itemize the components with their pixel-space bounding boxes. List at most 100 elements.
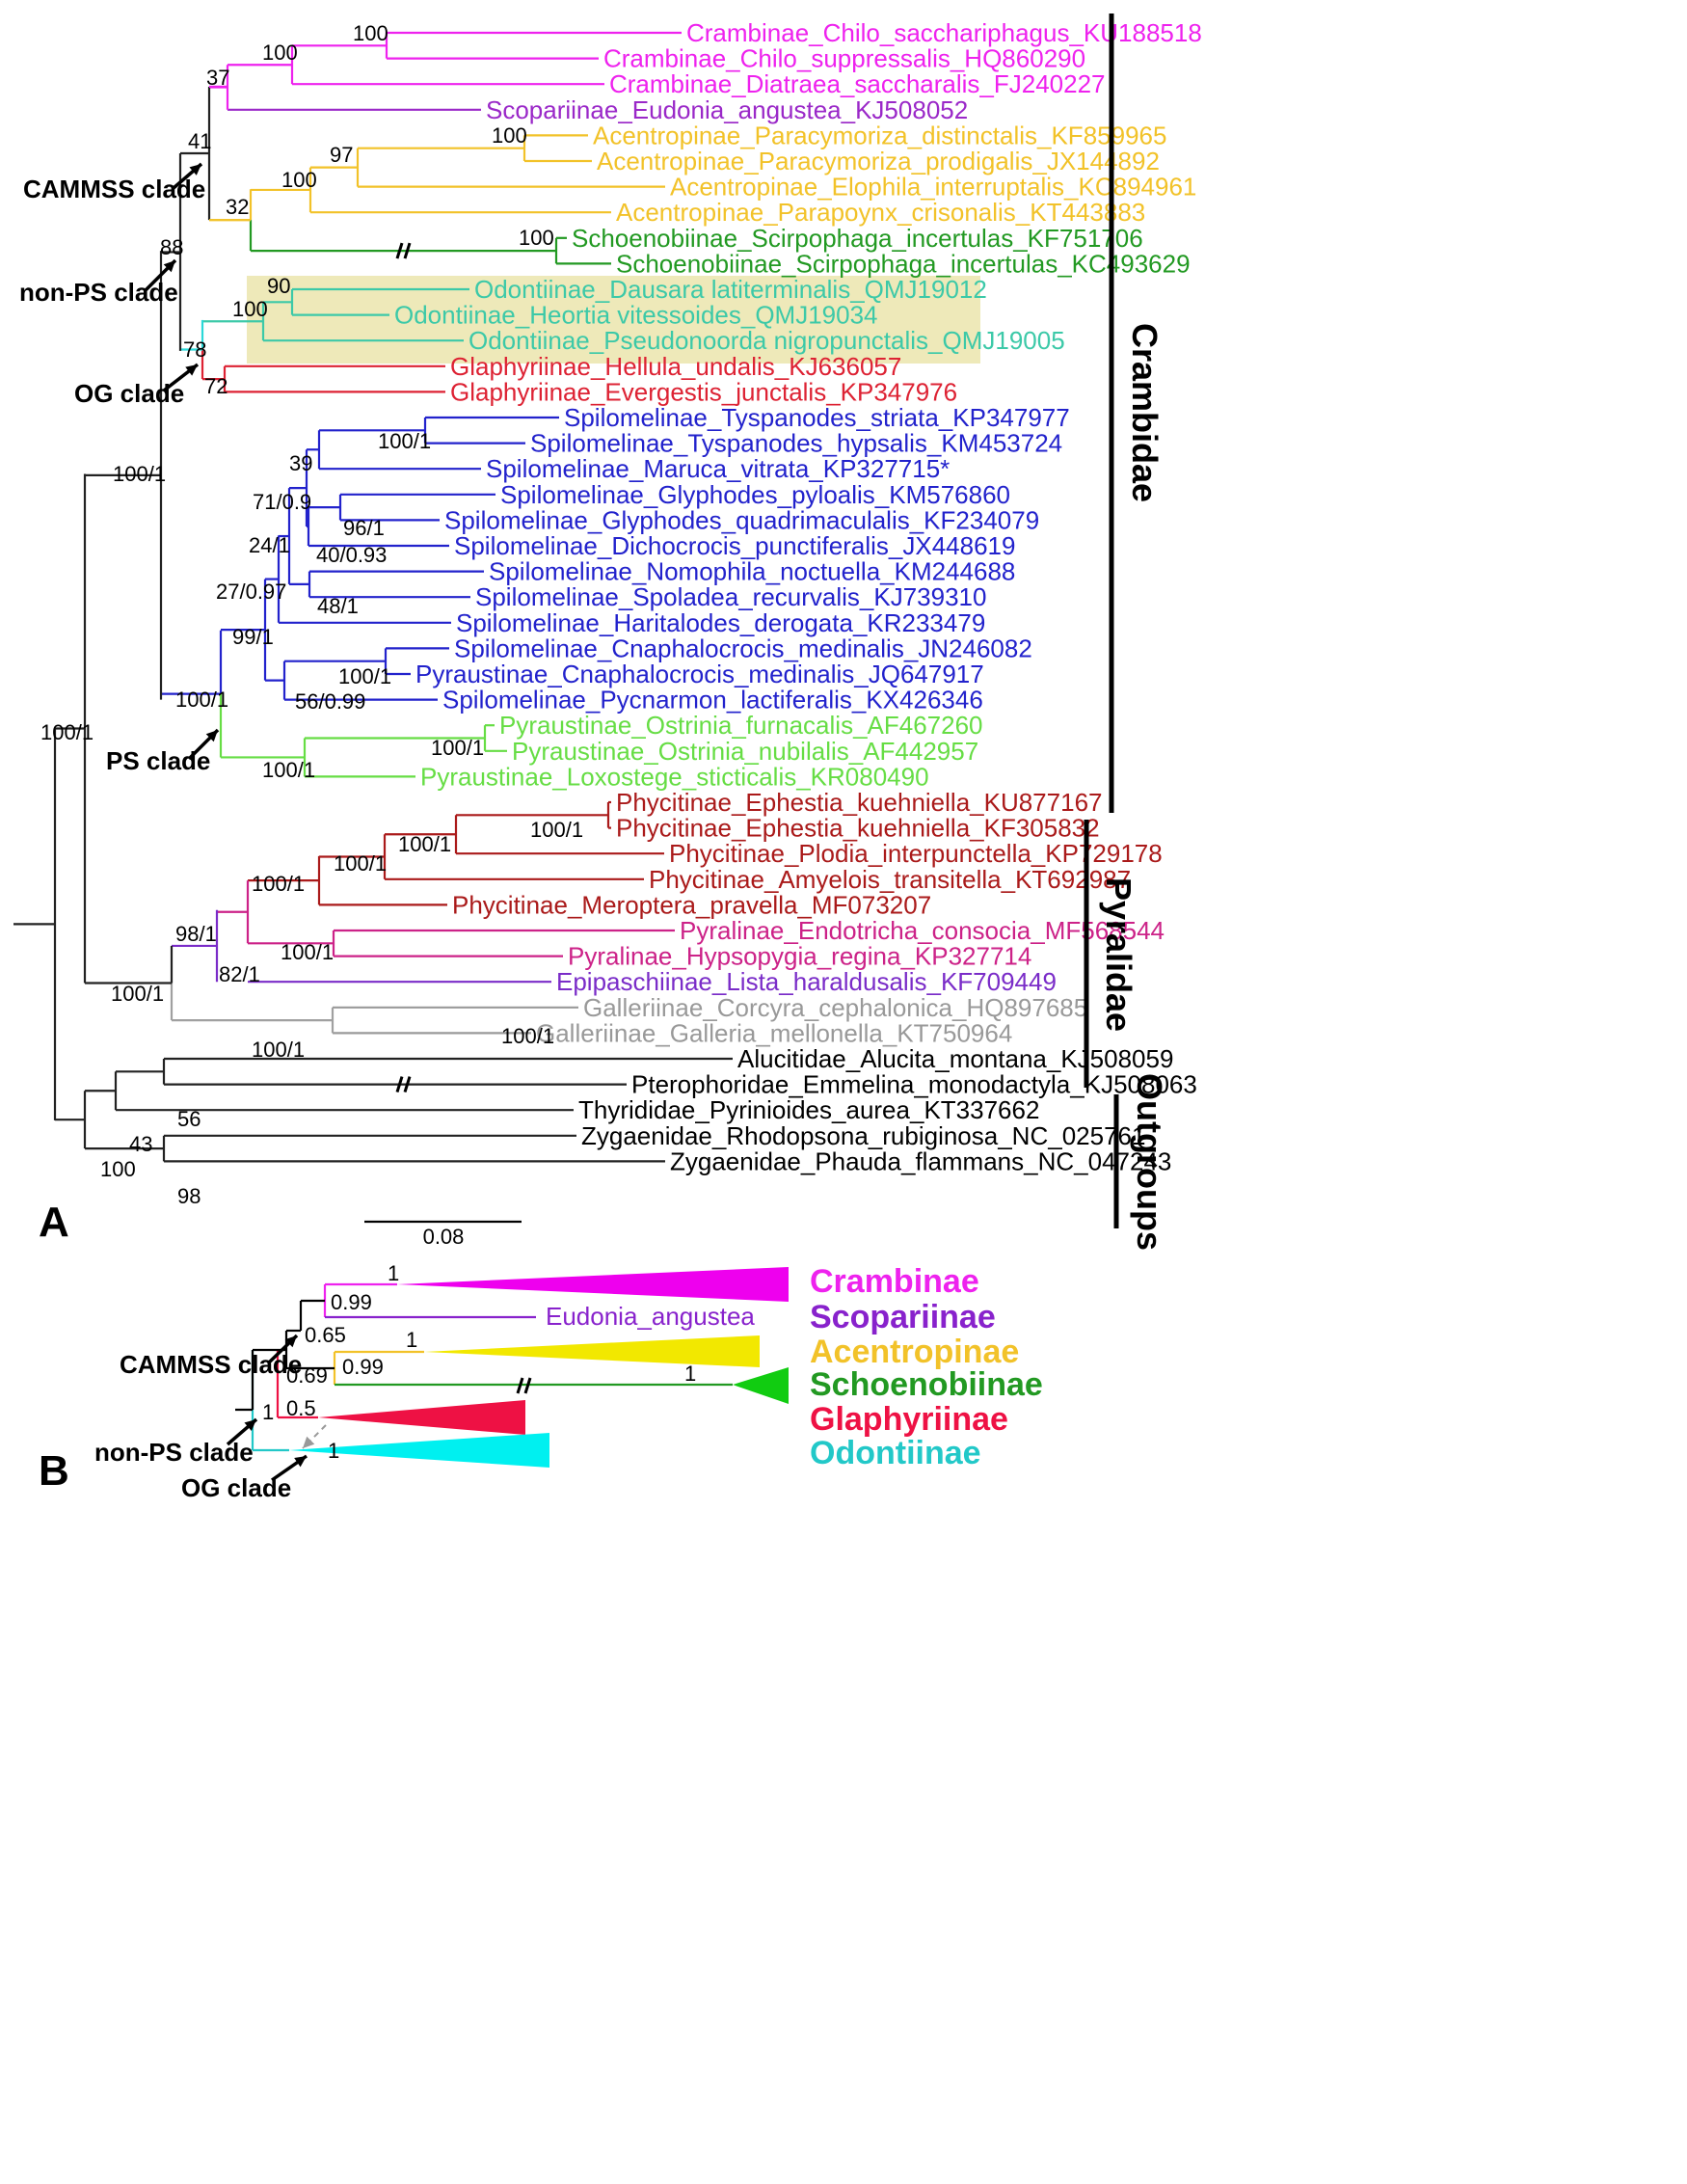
support-value: 97 [330,143,353,167]
taxon-label: Epipaschiinae_Lista_haraldusalis_KF70944… [556,967,1057,996]
taxon-label: Crambinae_Diatraea_saccharalis_FJ240227 [609,69,1106,98]
support-value: 72 [204,374,228,398]
panel-label: B [39,1447,69,1495]
taxon-label: Crambinae_Chilo_sacchariphagus_KU188518 [686,18,1202,47]
scale-bar-label: 0.08 [423,1225,465,1249]
taxon-label: Schoenobiinae_Scirpophaga_incertulas_KC4… [616,249,1191,278]
support-value: 100/1 [398,832,451,856]
taxon-label: Glaphyriinae_Evergestis_junctalis_KP3479… [450,377,957,406]
taxon-label: Pyraustinae_Cnaphalocrocis_medinalis_JQ6… [415,660,984,688]
taxon-label: Spilomelinae_Dichocrocis_punctiferalis_J… [454,531,1015,560]
taxon-label: Eudonia_angustea [546,1302,755,1331]
taxon-label: Spilomelinae_Maruca_vitrata_KP327715* [486,454,950,483]
support-value: 90 [267,274,290,298]
support-value: 100/1 [530,818,583,842]
legend-entry: Glaphyriinae [810,1401,1008,1438]
clade-arrow-head [205,730,218,742]
panel-b-tree: 1 0.99 0.65 1 0.69 0.99 1 0.5 1 1 Eudonia_angustea… [39,1261,1043,1502]
support-value: 100 [519,226,554,250]
collapsed-clade-triangle [289,1433,549,1468]
taxon-label: Phycitinae_Ephestia_kuehniella_KU877167 [616,788,1103,817]
support-value: 0.99 [331,1290,372,1314]
taxon-label: Spilomelinae_Glyphodes_pyloalis_KM576860 [500,480,1010,509]
family-label: Pyralidae [1099,877,1138,1032]
taxon-label: Pyralinae_Endotricha_consocia_MF568544 [680,916,1165,945]
taxon-label: Phycitinae_Meroptera_pravella_MF073207 [452,890,931,919]
support-value: 100/1 [113,462,166,486]
support-value: 98 [177,1184,201,1208]
support-value: 24/1 [249,533,290,557]
taxon-label: Spilomelinae_Haritalodes_derogata_KR2334… [456,608,985,637]
legend-entry: Schoenobiinae [810,1366,1043,1403]
clade-arrow-head [185,364,198,376]
clade-arrow-head [294,1456,307,1468]
legend-entry: Crambinae [810,1263,979,1300]
support-value: 39 [289,451,312,475]
support-value: 0.99 [342,1355,384,1379]
taxon-label: Spilomelinae_Nomophila_noctuella_KM24468… [489,557,1015,586]
taxon-label: Spilomelinae_Pycnarmon_lactiferalis_KX42… [442,686,983,715]
clade-arrow-head [163,260,175,273]
clade-label: CAMMSS clade [23,175,205,203]
taxon-label: Alucitidae_Alucita_montana_KJ508059 [737,1044,1173,1073]
support-value: 37 [206,66,229,90]
support-value: 78 [183,337,206,362]
support-value: 100/1 [281,940,334,964]
clade-label: CAMMSS clade [120,1350,302,1379]
taxon-label: Thyrididae_Pyrinioides_aurea_KT337662 [578,1095,1039,1124]
taxon-label: Scopariinae_Eudonia_angustea_KJ508052 [486,95,968,124]
clade-label: PS clade [106,746,210,775]
support-value: 100/1 [262,758,315,782]
taxon-label: Phycitinae_Ephestia_kuehniella_KF305832 [616,814,1100,843]
support-value: 0.65 [305,1323,346,1347]
support-value: 100/1 [501,1024,554,1048]
taxon-label: Acentropinae_Paracymoriza_distinctalis_K… [593,121,1166,149]
support-value: 100/1 [431,736,484,760]
support-value: 100 [262,40,298,65]
support-value: 1 [406,1328,417,1352]
support-value: 100 [492,123,527,148]
support-value: 88 [160,235,183,259]
support-value: 100 [100,1157,136,1181]
support-value: 43 [129,1132,152,1156]
support-value: 71/0.9 [253,490,311,514]
taxon-label: Pyraustinae_Ostrinia_nubilalis_AF442957 [512,737,978,766]
taxon-label: Spilomelinae_Cnaphalocrocis_medinalis_JN… [454,634,1032,662]
support-value: 100 [353,21,388,45]
branch-break-mark [395,1076,404,1093]
taxon-label: Odontiinae_Heortia vitessoides_QMJ19034 [394,301,878,330]
family-label: Crambidae [1125,323,1165,502]
support-value: 100 [232,297,268,321]
clade-label: OG clade [74,379,184,408]
support-value: 0.5 [286,1396,316,1420]
clade-label: non-PS clade [94,1438,254,1467]
support-value: 96/1 [343,516,385,540]
collapsed-clade-triangle [397,1267,789,1302]
branch-break-mark [395,242,404,259]
clade-arrow-head [189,164,201,175]
taxon-label: Zygaenidae_Phauda_flammans_NC_047243 [670,1146,1171,1175]
taxon-label: Pyraustinae_Loxostege_sticticalis_KR0804… [420,762,929,791]
support-value: 1 [262,1400,274,1424]
collapsed-clade-triangle [318,1400,525,1435]
panel-a-tree: Crambinae_Chilo_sacchariphagus_KU188518 C… [13,13,1202,1251]
support-value: 100/1 [175,688,228,712]
support-value: 82/1 [219,962,260,986]
taxon-label: Phycitinae_Plodia_interpunctella_KP72917… [669,839,1163,868]
support-value: 40/0.93 [316,543,387,567]
branch-break-mark [523,1377,532,1394]
taxon-label: Acentropinae_Elophila_interruptalis_KC89… [670,173,1196,202]
legend-entry: Scopariinae [810,1299,996,1335]
collapsed-clade-triangle [424,1335,760,1367]
support-value: 100/1 [378,429,431,453]
support-value: 56 [177,1107,201,1131]
support-value: 100/1 [252,872,305,896]
family-label: Outgroups [1130,1073,1169,1251]
support-value: 0.69 [286,1363,328,1388]
taxon-label: Acentropinae_Parapoynx_crisonalis_KT4438… [616,198,1145,227]
legend-entry: Acentropinae [810,1334,1019,1370]
support-value: 100/1 [252,1038,305,1062]
support-value: 100 [281,168,317,192]
support-value: 100/1 [40,720,94,744]
support-value: 48/1 [317,594,359,618]
